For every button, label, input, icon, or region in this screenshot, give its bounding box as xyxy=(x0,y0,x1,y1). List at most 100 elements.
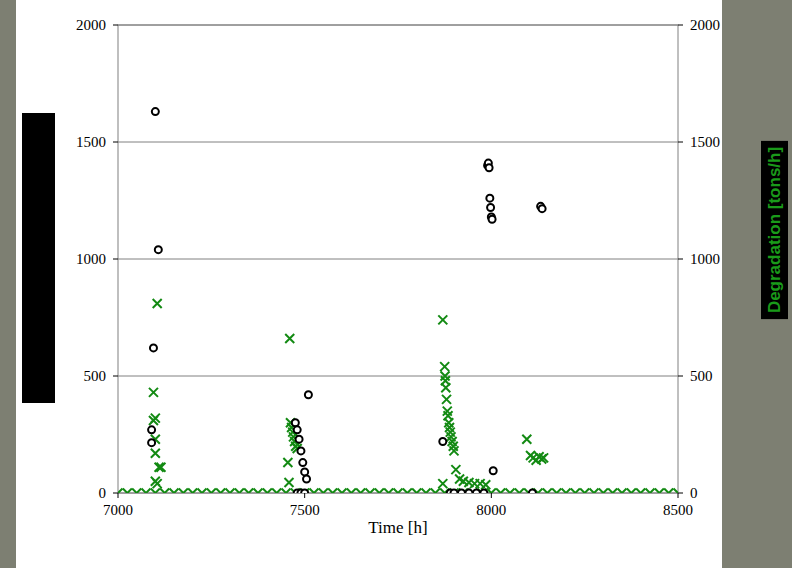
backdrop xyxy=(0,0,792,568)
x-marker xyxy=(375,489,384,494)
x-marker xyxy=(347,489,356,494)
circle-marker xyxy=(490,467,497,474)
x-marker xyxy=(366,489,375,494)
x-marker xyxy=(151,414,160,423)
x-marker xyxy=(515,489,524,494)
y2-tick-label: 500 xyxy=(690,368,713,384)
x-marker xyxy=(153,479,162,488)
x-marker xyxy=(438,315,447,324)
circle-marker xyxy=(473,490,480,494)
x-marker xyxy=(235,489,244,494)
x-marker xyxy=(151,489,160,494)
x-marker xyxy=(590,489,599,494)
plot-frame xyxy=(118,25,678,493)
circle-marker xyxy=(480,490,487,494)
x-tick-label: 8500 xyxy=(663,502,693,518)
y2-tick xyxy=(678,493,683,494)
x-marker xyxy=(207,489,216,494)
x-marker xyxy=(394,489,403,494)
x-tick xyxy=(678,493,679,498)
x-marker xyxy=(151,449,160,458)
x-marker xyxy=(244,489,253,494)
x-marker xyxy=(328,489,337,494)
x-marker xyxy=(422,489,431,494)
x-tick-label: 7500 xyxy=(290,502,320,518)
x-tick xyxy=(118,493,119,498)
x-marker xyxy=(403,489,412,494)
x-marker xyxy=(338,489,347,494)
x-marker xyxy=(438,479,447,488)
circle-marker xyxy=(305,391,312,398)
y-tick xyxy=(113,25,118,26)
x-marker xyxy=(285,334,294,343)
x-marker xyxy=(599,489,608,494)
x-marker xyxy=(562,489,571,494)
y2-title-group: Degradation [tons/h] xyxy=(761,141,788,319)
x-marker xyxy=(384,489,393,494)
x-marker xyxy=(188,489,197,494)
circle-marker xyxy=(299,459,306,466)
x-marker xyxy=(627,489,636,494)
x-marker xyxy=(636,489,645,494)
circle-marker xyxy=(294,426,301,433)
y2-axis-title: Degradation [tons/h] xyxy=(765,147,784,313)
x-marker xyxy=(440,362,449,371)
x-marker xyxy=(132,489,141,494)
x-marker xyxy=(118,489,123,494)
x-marker xyxy=(263,489,272,494)
x-marker xyxy=(674,489,679,494)
x-marker xyxy=(664,489,673,494)
x-tick xyxy=(491,493,492,498)
x-marker xyxy=(149,388,158,397)
circle-marker xyxy=(301,490,308,494)
x-marker xyxy=(254,489,263,494)
x-marker xyxy=(539,453,548,462)
left-label-cover xyxy=(22,113,55,403)
x-marker xyxy=(170,489,179,494)
y-tick-label: 1000 xyxy=(76,251,106,267)
series xyxy=(148,108,546,493)
x-marker xyxy=(216,489,225,494)
x-marker xyxy=(571,489,580,494)
x-marker xyxy=(431,489,440,494)
x-marker xyxy=(179,489,188,494)
x-marker xyxy=(319,489,328,494)
x-marker xyxy=(506,489,515,494)
y-tick xyxy=(113,493,118,494)
x-marker xyxy=(412,489,421,494)
circle-marker xyxy=(148,439,155,446)
circle-marker xyxy=(155,246,162,253)
x-marker xyxy=(522,435,531,444)
y2-tick xyxy=(678,25,683,26)
y-tick-label: 500 xyxy=(84,368,107,384)
y-tick-label: 0 xyxy=(99,485,107,501)
x-marker xyxy=(142,489,151,494)
circle-marker xyxy=(486,195,493,202)
y2-tick-label: 1500 xyxy=(690,134,720,150)
circle-marker xyxy=(301,468,308,475)
y2-tick xyxy=(678,142,683,143)
chart-panel xyxy=(16,0,722,568)
x-marker xyxy=(655,489,664,494)
x-marker xyxy=(356,489,365,494)
circle-marker xyxy=(539,205,546,212)
x-axis-title: Time [h] xyxy=(368,518,427,537)
x-marker xyxy=(283,458,292,467)
circle-marker xyxy=(297,447,304,454)
x-marker xyxy=(156,463,165,472)
grid-line xyxy=(118,376,678,377)
x-marker xyxy=(272,489,281,494)
circle-marker xyxy=(439,438,446,445)
circle-marker xyxy=(465,490,472,494)
circle-marker xyxy=(529,490,536,494)
y-tick-label: 2000 xyxy=(76,17,106,33)
y2-tick-label: 1000 xyxy=(690,251,720,267)
y2-title-ground xyxy=(761,141,788,319)
x-marker xyxy=(198,489,207,494)
circle-marker xyxy=(292,419,299,426)
x-marker xyxy=(226,489,235,494)
y2-tick-label: 2000 xyxy=(690,17,720,33)
x-marker xyxy=(442,395,451,404)
y-tick xyxy=(113,259,118,260)
y2-tick-label: 0 xyxy=(690,485,698,501)
